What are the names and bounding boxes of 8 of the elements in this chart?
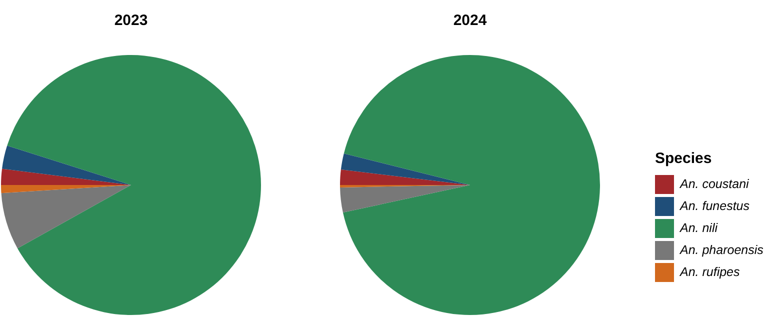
legend-label: An. nili: [680, 221, 718, 235]
legend-label: An. funestus: [680, 199, 750, 213]
legend-label: An. rufipes: [680, 265, 740, 279]
chart-title: 2023: [113, 12, 149, 29]
legend-label: An. coustani: [680, 177, 749, 191]
legend-label: An. pharoensis: [680, 243, 764, 257]
chart-title: 2024: [452, 12, 488, 29]
legend-title: Species: [655, 150, 713, 167]
